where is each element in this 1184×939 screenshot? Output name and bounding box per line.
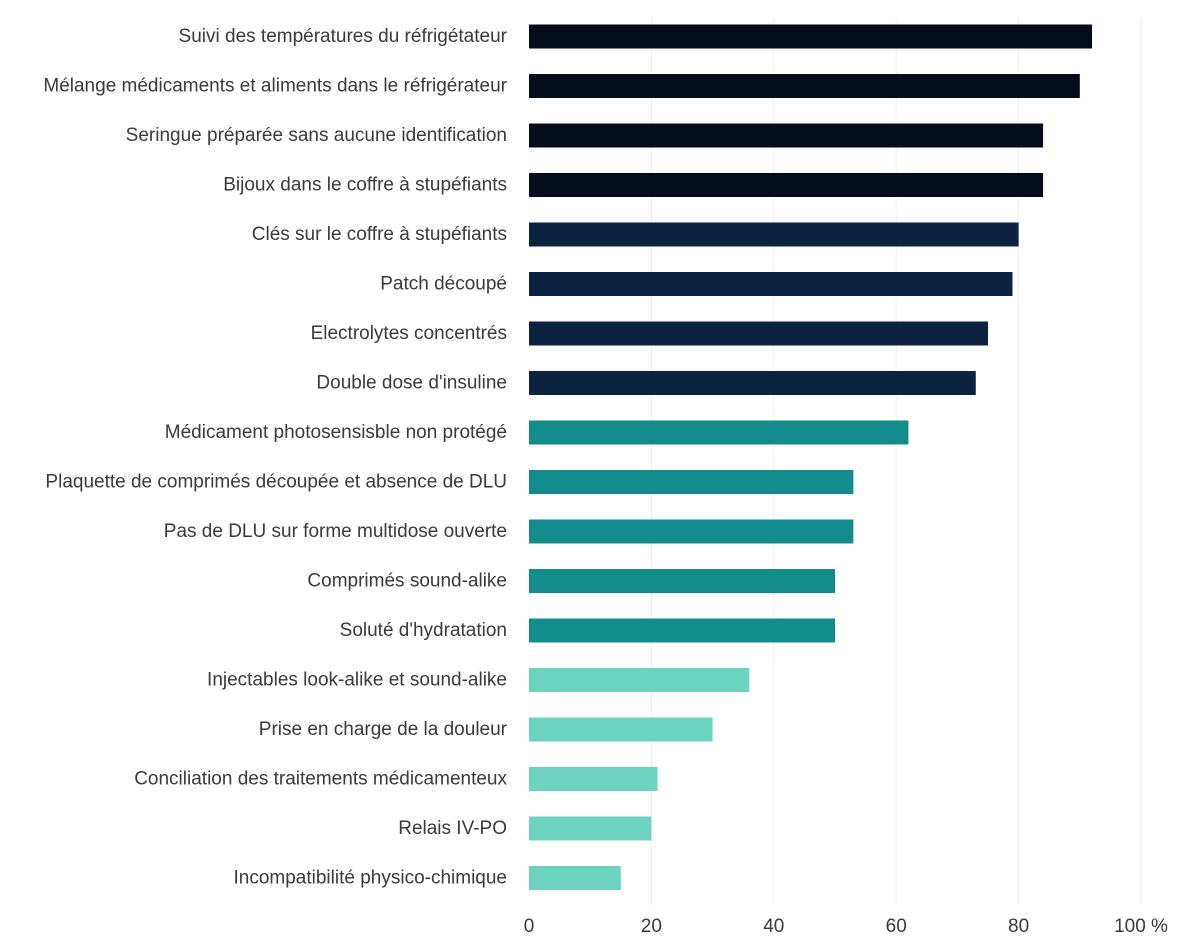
bar <box>529 272 1013 296</box>
x-tick-label: 40 <box>763 916 784 937</box>
bars <box>529 24 1093 890</box>
x-tick-label: 60 <box>886 916 907 937</box>
category-label: Soluté d'hydratation <box>340 620 507 641</box>
category-label: Double dose d'insuline <box>316 373 507 394</box>
bar <box>529 816 652 841</box>
bar <box>529 173 1044 197</box>
category-label: Médicament photosensisble non protégé <box>165 422 507 443</box>
bar <box>529 123 1044 148</box>
category-label: Seringue préparée sans aucune identifica… <box>126 125 507 146</box>
category-label: Injectables look-alike et sound-alike <box>207 670 507 691</box>
category-label: Mélange médicaments et aliments dans le … <box>43 76 507 97</box>
category-labels: Suivi des températures du réfrigétateur M… <box>43 26 507 889</box>
category-label: Pas de DLU sur forme multidose ouverte <box>164 521 507 542</box>
bar <box>529 668 750 692</box>
bar <box>529 618 835 643</box>
bar <box>529 321 988 346</box>
bar <box>529 569 835 593</box>
x-tick-label: 100 % <box>1114 916 1168 937</box>
bar <box>529 767 658 791</box>
x-tick-label: 20 <box>641 916 662 937</box>
x-tick-label: 80 <box>1008 916 1029 937</box>
bar <box>529 866 621 890</box>
category-label: Electrolytes concentrés <box>311 323 507 344</box>
category-label: Comprimés sound-alike <box>307 571 507 592</box>
bar <box>529 74 1080 98</box>
gridlines <box>650 18 1142 905</box>
bar <box>529 717 713 742</box>
category-label: Bijoux dans le coffre à stupéfiants <box>223 175 507 196</box>
category-label: Conciliation des traitements médicamente… <box>134 769 507 790</box>
bar <box>529 24 1093 49</box>
x-tick-label: 0 <box>524 916 535 937</box>
category-label: Suivi des températures du réfrigétateur <box>179 26 508 47</box>
category-label: Plaquette de comprimés découpée et absen… <box>45 472 507 493</box>
bar <box>529 470 854 494</box>
category-label: Relais IV-PO <box>398 818 507 839</box>
bar <box>529 371 976 395</box>
bar <box>529 420 909 445</box>
x-axis-ticks: 0 20 40 60 80 100 % <box>524 916 1168 937</box>
category-label: Prise en charge de la douleur <box>259 719 508 740</box>
bar <box>529 222 1019 247</box>
category-label: Patch découpé <box>380 274 507 295</box>
category-label: Incompatibilité physico-chimique <box>233 868 507 889</box>
category-label: Clés sur le coffre à stupéfiants <box>252 224 507 245</box>
bar <box>529 519 854 544</box>
